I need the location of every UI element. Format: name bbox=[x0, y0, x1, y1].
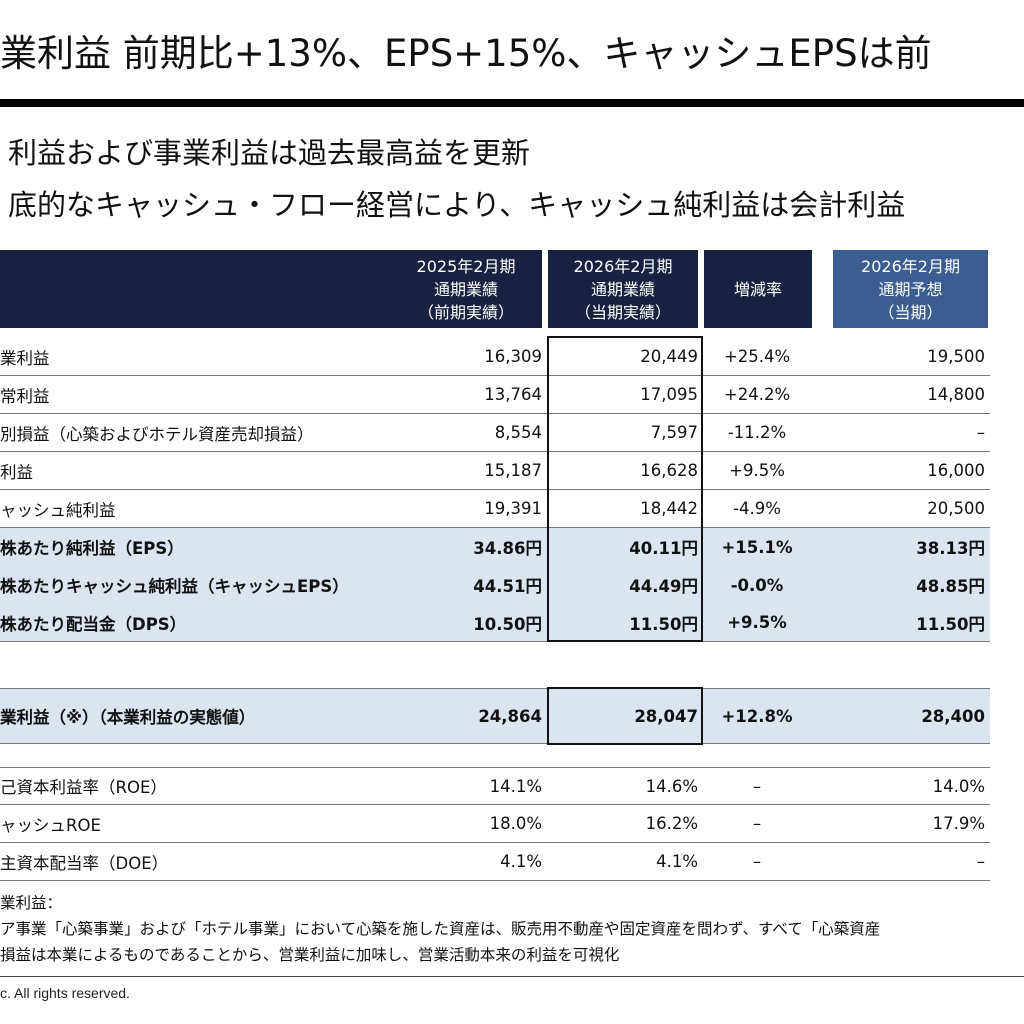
cell-forecast: – bbox=[976, 852, 985, 871]
cell-curr: 18,442 bbox=[640, 499, 698, 518]
cell-prev: 44.51円 bbox=[473, 577, 542, 596]
header-prev-line3: （前期実績） bbox=[417, 302, 514, 322]
header-curr-line2: 通期業績 bbox=[590, 279, 655, 299]
row-label: 主資本配当率（DOE） bbox=[0, 853, 169, 873]
cell-prev: 16,309 bbox=[484, 347, 542, 366]
row-label: 己資本利益率（ROE） bbox=[0, 778, 167, 797]
table-row-doe: 主資本配当率（DOE） 4.1% 4.1% – – bbox=[0, 843, 990, 881]
header-prev-year: 2025年2月期 通期業績 （前期実績） bbox=[390, 250, 542, 328]
title-divider bbox=[0, 99, 1024, 107]
cell-forecast: 48.85円 bbox=[916, 577, 985, 596]
footnote-line-2: 損益は本業によるものであることから、営業利益に加味し、営業活動本来の利益を可視化 bbox=[0, 946, 620, 964]
cell-rate: +9.5% bbox=[727, 613, 787, 632]
header-curr-line1: 2026年2月期 bbox=[573, 256, 673, 276]
table-row-cash-roe: ャッシュROE 18.0% 16.2% – 17.9% bbox=[0, 805, 990, 843]
cell-rate: – bbox=[752, 852, 762, 871]
cell-rate: -11.2% bbox=[727, 423, 787, 442]
cell-curr: 28,047 bbox=[634, 706, 698, 726]
cell-rate: – bbox=[752, 814, 762, 833]
bullet-record-profit: 利益および事業利益は過去最高益を更新 bbox=[8, 136, 531, 170]
cell-curr: 44.49円 bbox=[629, 577, 698, 596]
bullet-cash-flow: 底的なキャッシュ・フロー経営により、キャッシュ純利益は会計利益 bbox=[8, 188, 906, 222]
cell-rate: – bbox=[752, 776, 762, 796]
footer-divider bbox=[0, 976, 1024, 977]
table-row-extraordinary: 別損益（心築およびホテル資産売却損益） 8,554 7,597 -11.2% – bbox=[0, 414, 990, 452]
cell-rate: -0.0% bbox=[730, 575, 784, 595]
row-label: ャッシュROE bbox=[0, 815, 101, 835]
cell-rate: +9.5% bbox=[729, 461, 785, 480]
header-prev-line2: 通期業績 bbox=[433, 279, 498, 299]
footnote-heading: 業利益： bbox=[0, 894, 63, 912]
row-label: ャッシュ純利益 bbox=[0, 500, 116, 520]
cell-curr: 40.11円 bbox=[629, 539, 698, 558]
cell-curr: 7,597 bbox=[650, 423, 698, 442]
cell-forecast: – bbox=[976, 423, 985, 442]
row-label: 業利益 bbox=[0, 348, 50, 368]
table-row-cash-net-profit: ャッシュ純利益 19,391 18,442 -4.9% 20,500 bbox=[0, 490, 990, 528]
cell-forecast: 14,800 bbox=[927, 385, 985, 404]
cell-rate: +12.8% bbox=[721, 706, 793, 726]
cell-curr: 16,628 bbox=[640, 461, 698, 480]
cell-prev: 14.1% bbox=[489, 776, 542, 796]
cell-rate: +24.2% bbox=[723, 385, 791, 404]
cell-curr: 16.2% bbox=[645, 814, 698, 833]
header-change-rate: 増減率 bbox=[704, 250, 812, 328]
table-row-net-profit: 利益 15,187 16,628 +9.5% 16,000 bbox=[0, 452, 990, 490]
header-curr-year: 2026年2月期 通期業績 （当期実績） bbox=[548, 250, 698, 328]
cell-forecast: 16,000 bbox=[927, 461, 985, 480]
table-row-cash-eps: 株あたりキャッシュ純利益（キャッシュEPS） 44.51円 44.49円 -0.… bbox=[0, 566, 990, 604]
cell-curr: 11.50円 bbox=[629, 614, 698, 634]
row-label: 別損益（心築およびホテル資産売却損益） bbox=[0, 424, 314, 444]
table-row-dps: 株あたり配当金（DPS） 10.50円 11.50円 +9.5% 11.50円 bbox=[0, 604, 990, 642]
table-row-business-profit: 業利益（※）（本業利益の実態値） 24,864 28,047 +12.8% 28… bbox=[0, 688, 990, 744]
cell-prev: 4.1% bbox=[500, 852, 542, 871]
cell-forecast: 38.13円 bbox=[916, 539, 985, 558]
cell-forecast: 11.50円 bbox=[916, 614, 985, 634]
cell-rate: +25.4% bbox=[723, 347, 791, 366]
table-row-roe: 己資本利益率（ROE） 14.1% 14.6% – 14.0% bbox=[0, 767, 990, 805]
cell-curr: 17,095 bbox=[640, 385, 698, 404]
header-rate-label: 増減率 bbox=[733, 279, 782, 299]
cell-prev: 15,187 bbox=[484, 461, 542, 480]
header-forecast: 2026年2月期 通期予想 （当期） bbox=[833, 250, 988, 328]
cell-prev: 8,554 bbox=[494, 423, 542, 442]
row-label: 株あたり純利益（EPS） bbox=[0, 539, 184, 558]
cell-forecast: 20,500 bbox=[927, 499, 985, 518]
header-forecast-line3: （当期） bbox=[878, 302, 943, 322]
cell-prev: 18.0% bbox=[489, 814, 542, 833]
cell-forecast: 28,400 bbox=[921, 706, 985, 726]
cell-prev: 13,764 bbox=[484, 385, 542, 404]
cell-prev: 34.86円 bbox=[473, 539, 542, 558]
table-row-ordinary-profit: 常利益 13,764 17,095 +24.2% 14,800 bbox=[0, 376, 990, 414]
table-row-eps: 株あたり純利益（EPS） 34.86円 40.11円 +15.1% 38.13円 bbox=[0, 528, 990, 566]
header-curr-line3: （当期実績） bbox=[574, 302, 671, 322]
cell-rate: +15.1% bbox=[721, 537, 793, 557]
row-label: 常利益 bbox=[0, 386, 50, 406]
cell-rate: -4.9% bbox=[733, 499, 781, 518]
cell-prev: 24,864 bbox=[478, 706, 542, 726]
table-row-operating-profit: 業利益 16,309 20,449 +25.4% 19,500 bbox=[0, 338, 990, 376]
header-forecast-line2: 通期予想 bbox=[878, 279, 943, 299]
cell-forecast: 17.9% bbox=[932, 814, 985, 833]
cell-forecast: 19,500 bbox=[927, 347, 985, 366]
header-label-cell bbox=[0, 250, 390, 328]
row-label: 業利益（※）（本業利益の実態値） bbox=[0, 708, 256, 727]
cell-curr: 4.1% bbox=[656, 852, 698, 871]
cell-curr: 20,449 bbox=[640, 347, 698, 366]
cell-forecast: 14.0% bbox=[932, 776, 985, 796]
cell-curr: 14.6% bbox=[645, 776, 698, 796]
footnote-line-1: ア事業「心築事業」および「ホテル事業」において心築を施した資産は、販売用不動産や… bbox=[0, 920, 881, 938]
cell-prev: 10.50円 bbox=[473, 614, 542, 634]
header-prev-line1: 2025年2月期 bbox=[416, 256, 516, 276]
row-label: 利益 bbox=[0, 462, 33, 482]
cell-prev: 19,391 bbox=[484, 499, 542, 518]
row-label: 株あたりキャッシュ純利益（キャッシュEPS） bbox=[0, 577, 349, 596]
header-forecast-line1: 2026年2月期 bbox=[861, 256, 960, 276]
copyright-text: c. All rights reserved. bbox=[0, 985, 130, 1001]
row-label: 株あたり配当金（DPS） bbox=[0, 614, 187, 634]
page-title: 業利益 前期比+13%、EPS+15%、キャッシュEPSは前 bbox=[0, 32, 932, 75]
